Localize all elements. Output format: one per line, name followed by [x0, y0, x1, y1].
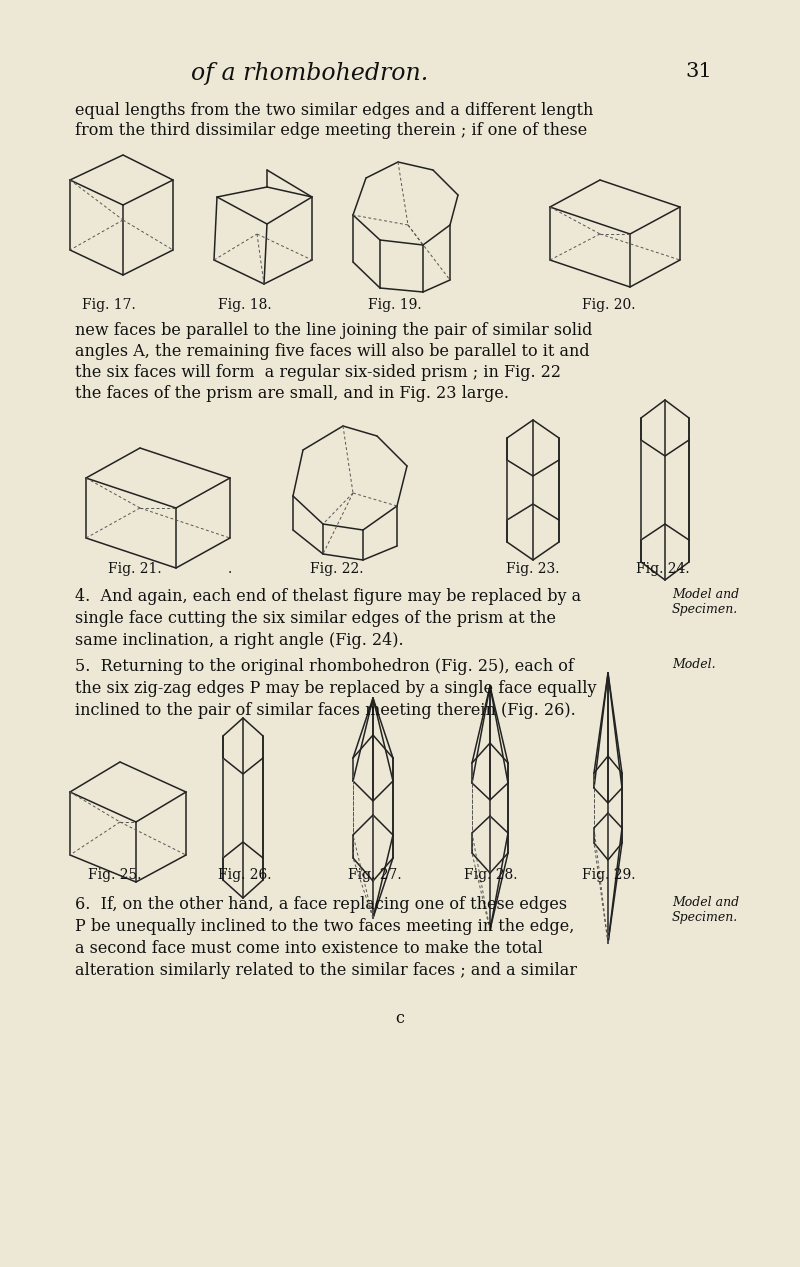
Text: inclined to the pair of similar faces meeting therein (Fig. 26).: inclined to the pair of similar faces me…	[75, 702, 576, 718]
Text: alteration similarly related to the similar faces ; and a similar: alteration similarly related to the simi…	[75, 962, 577, 979]
Text: 5.  Returning to the original rhombohedron (Fig. 25), each of: 5. Returning to the original rhombohedro…	[75, 658, 574, 675]
Text: Model.: Model.	[672, 658, 716, 672]
Text: Fig. 29.: Fig. 29.	[582, 868, 635, 882]
Text: 4.  And again, each end of the​last figure may be replaced by a: 4. And again, each end of the​last figur…	[75, 588, 581, 606]
Text: single face cutting the six similar edges of the prism at the: single face cutting the six similar edge…	[75, 609, 556, 627]
Text: c: c	[395, 1010, 405, 1028]
Text: the six zig-zag edges P may be replaced by a single face equally: the six zig-zag edges P may be replaced …	[75, 680, 597, 697]
Text: Fig. 17.: Fig. 17.	[82, 298, 136, 312]
Text: angles A, the remaining five faces will also be parallel to it and: angles A, the remaining five faces will …	[75, 343, 590, 360]
Text: .: .	[228, 563, 232, 576]
Text: the faces of the prism are small, and in Fig. 23 large.: the faces of the prism are small, and in…	[75, 385, 509, 402]
Text: the six faces will form  a regular six-sided prism ; in Fig. 22: the six faces will form a regular six-si…	[75, 364, 561, 381]
Text: Fig. 19.: Fig. 19.	[368, 298, 422, 312]
Text: new faces be parallel to the line joining the pair of similar solid: new faces be parallel to the line joinin…	[75, 322, 592, 340]
Text: P be unequally inclined to the two faces meeting in the edge,: P be unequally inclined to the two faces…	[75, 919, 574, 935]
Text: Fig. 20.: Fig. 20.	[582, 298, 635, 312]
Text: Fig. 24.: Fig. 24.	[636, 563, 690, 576]
Text: 6.  If, on the other hand, a face replacing one of these edges: 6. If, on the other hand, a face replaci…	[75, 896, 567, 914]
Text: Fig. 21.: Fig. 21.	[108, 563, 162, 576]
Text: of a rhombohedron.: of a rhombohedron.	[191, 62, 429, 85]
Text: from the third dissimilar edge meeting therein ; if one of these: from the third dissimilar edge meeting t…	[75, 122, 587, 139]
Text: Specimen.: Specimen.	[672, 911, 738, 924]
Text: Model and: Model and	[672, 896, 739, 908]
Text: Fig. 18.: Fig. 18.	[218, 298, 272, 312]
Text: Fig. 26.: Fig. 26.	[218, 868, 271, 882]
Text: Specimen.: Specimen.	[672, 603, 738, 616]
Text: Fig. 28.: Fig. 28.	[464, 868, 518, 882]
Text: Fig. 25.: Fig. 25.	[88, 868, 142, 882]
Text: Model and: Model and	[672, 588, 739, 601]
Text: Fig. 23.: Fig. 23.	[506, 563, 559, 576]
Text: equal lengths from the two similar edges and a different length: equal lengths from the two similar edges…	[75, 103, 594, 119]
Text: same inclination, a right angle (Fig. 24).: same inclination, a right angle (Fig. 24…	[75, 632, 404, 649]
Text: 31: 31	[685, 62, 712, 81]
Text: a second face must come into existence to make the total: a second face must come into existence t…	[75, 940, 542, 957]
Text: Fig. 27.: Fig. 27.	[348, 868, 402, 882]
Text: Fig. 22.: Fig. 22.	[310, 563, 363, 576]
